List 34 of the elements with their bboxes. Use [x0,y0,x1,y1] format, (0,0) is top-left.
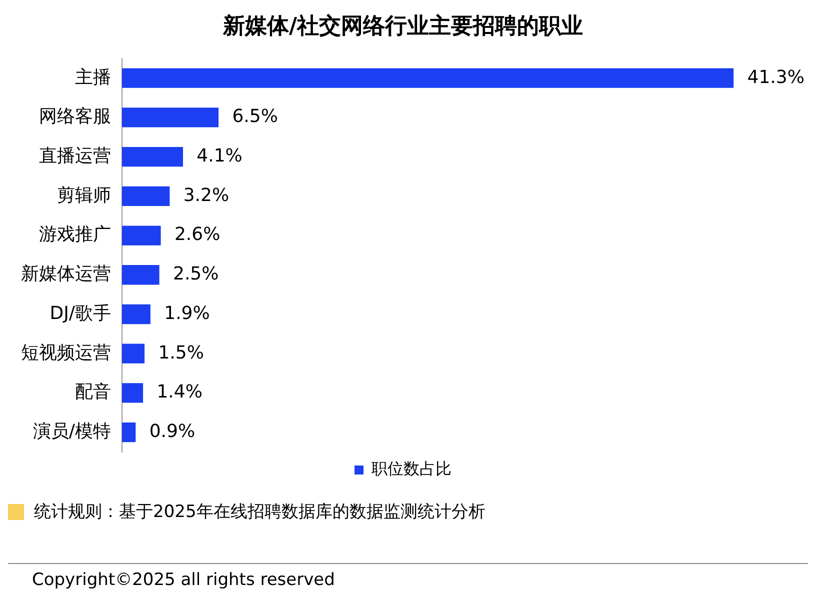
y-tick-label: 短视频运营 [21,342,111,364]
data-label: 41.3% [747,66,804,88]
bar [122,265,160,285]
bar [122,108,219,128]
bar [122,304,150,324]
text: Copyright©2025 all rights reserved [8,563,808,590]
data-label: 4.1% [196,145,242,166]
y-tick-label: 游戏推广 [39,224,111,246]
bar [122,146,184,167]
bar [122,186,170,206]
data-label: 1.9% [164,302,210,324]
text: 统计规则：基于2025年在线招聘数据库的数据监测统计分析 [34,501,486,523]
y-tick-label: DJ/歌手 [50,302,111,324]
legend-label: 职位数占比 [372,459,452,478]
data-label: 0.9% [149,420,196,442]
bar [122,344,145,364]
bar [122,383,144,403]
bar [122,68,734,88]
y-tick-label: 直播运营 [39,145,111,166]
data-label: 3.2% [183,184,230,206]
data-label: 2.6% [174,224,220,246]
y-tick-label: 演员/模特 [32,420,111,442]
chart-title: 新媒体/社交网络行业主要招聘的职业 [222,12,584,39]
y-tick-label: 配音 [75,382,111,403]
y-tick-label: 剪辑师 [57,184,111,206]
bar [122,226,161,246]
data-label: 2.5% [173,264,219,285]
bar [122,422,136,442]
data-label: 1.5% [158,342,204,364]
y-tick-label: 主播 [75,66,111,88]
data-label: 1.4% [156,382,202,403]
data-label: 6.5% [232,106,278,128]
y-tick-label: 新媒体运营 [21,264,111,285]
y-tick-label: 网络客服 [39,106,111,128]
